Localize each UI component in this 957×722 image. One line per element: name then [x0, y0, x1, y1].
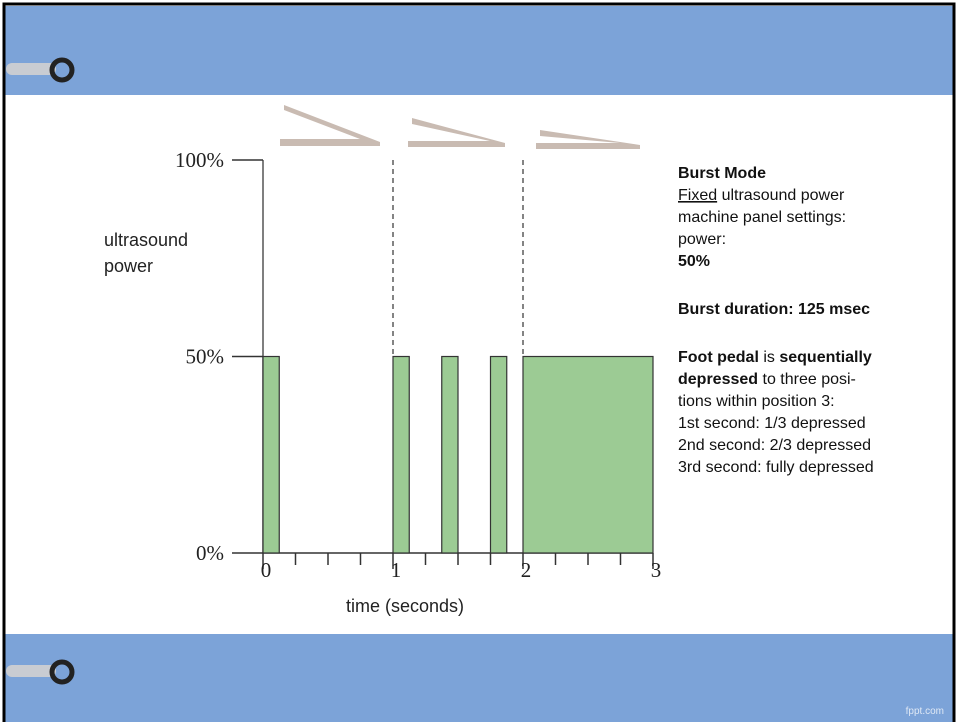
y-tick-label: 50%	[186, 345, 225, 369]
text-run: 1st second: 1/3 depressed	[678, 415, 866, 432]
bar	[522, 355, 654, 554]
bar	[392, 355, 410, 554]
x-axis-label: time (seconds)	[346, 596, 464, 616]
panel-line: power:	[678, 231, 726, 248]
binder-ring	[6, 57, 75, 83]
panel-line: 2nd second: 2/3 depressed	[678, 437, 871, 454]
panel-line: Burst Mode	[678, 165, 766, 182]
panel-line: Foot pedal is sequentially	[678, 349, 872, 366]
x-tick-label: 2	[521, 558, 532, 582]
y-tick-label: 0%	[196, 541, 224, 565]
bar	[262, 355, 280, 554]
text-run: machine panel settings:	[678, 209, 846, 226]
bar	[441, 355, 459, 554]
watermark: fppt.com	[906, 706, 944, 717]
text-run: depressed	[678, 371, 758, 388]
y-axis-label: power	[104, 256, 153, 276]
binder-ring	[6, 659, 75, 685]
panel-line: Fixed ultrasound power	[678, 187, 845, 204]
panel-line: 1st second: 1/3 depressed	[678, 415, 866, 432]
top-band	[4, 6, 953, 95]
text-run: Foot pedal	[678, 349, 759, 366]
x-tick-label: 3	[651, 558, 662, 582]
text-run: ultrasound power	[717, 187, 845, 204]
x-tick-label: 0	[261, 558, 272, 582]
text-run: to three posi-	[758, 371, 856, 388]
text-run: power:	[678, 231, 726, 248]
panel-line: depressed to three posi-	[678, 371, 856, 388]
text-run: is	[759, 349, 779, 366]
text-run: Fixed	[678, 187, 717, 204]
text-run: 3rd second: fully depressed	[678, 459, 874, 476]
bottom-band	[4, 634, 953, 722]
y-axis-label: ultrasound	[104, 230, 188, 250]
bar	[489, 355, 508, 554]
text-run: Burst Mode	[678, 165, 766, 182]
x-tick-label: 1	[391, 558, 402, 582]
y-tick-label: 100%	[175, 148, 224, 172]
text-run: tions within position 3:	[678, 393, 835, 410]
panel-line: 3rd second: fully depressed	[678, 459, 874, 476]
ramp-icons	[280, 105, 640, 149]
panel-line: machine panel settings:	[678, 209, 846, 226]
text-run: Burst duration: 125 msec	[678, 301, 870, 318]
text-run: sequentially	[779, 349, 872, 366]
text-run: 2nd second: 2/3 depressed	[678, 437, 871, 454]
panel-line: 50%	[678, 253, 710, 270]
panel-line: tions within position 3:	[678, 393, 835, 410]
text-run: 50%	[678, 253, 710, 270]
panel-line: Burst duration: 125 msec	[678, 301, 870, 318]
